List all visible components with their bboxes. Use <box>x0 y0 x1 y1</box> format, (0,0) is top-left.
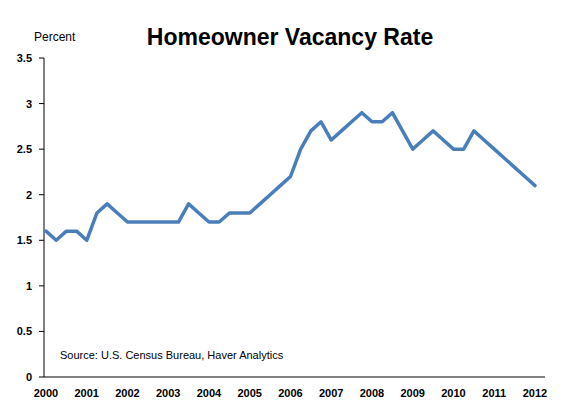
y-tick-label: 3.5 <box>17 52 32 64</box>
x-tick-label: 2010 <box>441 387 465 399</box>
y-tick-label: 0 <box>26 371 32 383</box>
x-tick-label: 2009 <box>401 387 425 399</box>
x-tick-label: 2007 <box>319 387 343 399</box>
data-line <box>46 113 535 241</box>
y-tick <box>39 149 44 150</box>
x-tick-label: 2004 <box>197 387 222 399</box>
x-tick-label: 2003 <box>156 387 180 399</box>
y-tick <box>39 194 44 195</box>
y-tick-label: 1.5 <box>17 234 32 246</box>
x-tick-label: 2005 <box>238 387 262 399</box>
y-tick <box>39 103 44 104</box>
x-tick-label: 2008 <box>360 387 384 399</box>
x-tick-label: 2001 <box>75 387 99 399</box>
plot-area <box>46 113 535 241</box>
y-tick <box>39 58 44 59</box>
y-tick-label: 3 <box>26 98 32 110</box>
x-tick-label: 2000 <box>34 387 58 399</box>
y-tick-label: 0.5 <box>17 325 32 337</box>
x-tick-label: 2002 <box>115 387 139 399</box>
x-tick-label: 2011 <box>482 387 506 399</box>
y-tick <box>39 240 44 241</box>
y-axis <box>44 58 45 377</box>
title: Homeowner Vacancy Rate <box>147 24 433 50</box>
chart-container: Homeowner Vacancy Rate Percent 0 0.5 1 1.5 2 2.… <box>0 0 575 418</box>
chart: Homeowner Vacancy Rate Percent 0 0.5 1 1.5 2 2.… <box>0 0 575 418</box>
y-tick-label: 1 <box>26 280 32 292</box>
x-tick-label: 2012 <box>523 387 547 399</box>
y-tick-label: 2.5 <box>17 143 32 155</box>
x-axis <box>44 377 545 378</box>
source-note: Source: U.S. Census Bureau, Haver Analyt… <box>60 349 284 361</box>
x-tick-label: 2006 <box>278 387 302 399</box>
y-tick <box>39 331 44 332</box>
y-tick <box>39 377 44 378</box>
y-axis-label: Percent <box>34 30 76 44</box>
y-tick <box>39 285 44 286</box>
y-tick-label: 2 <box>26 189 32 201</box>
